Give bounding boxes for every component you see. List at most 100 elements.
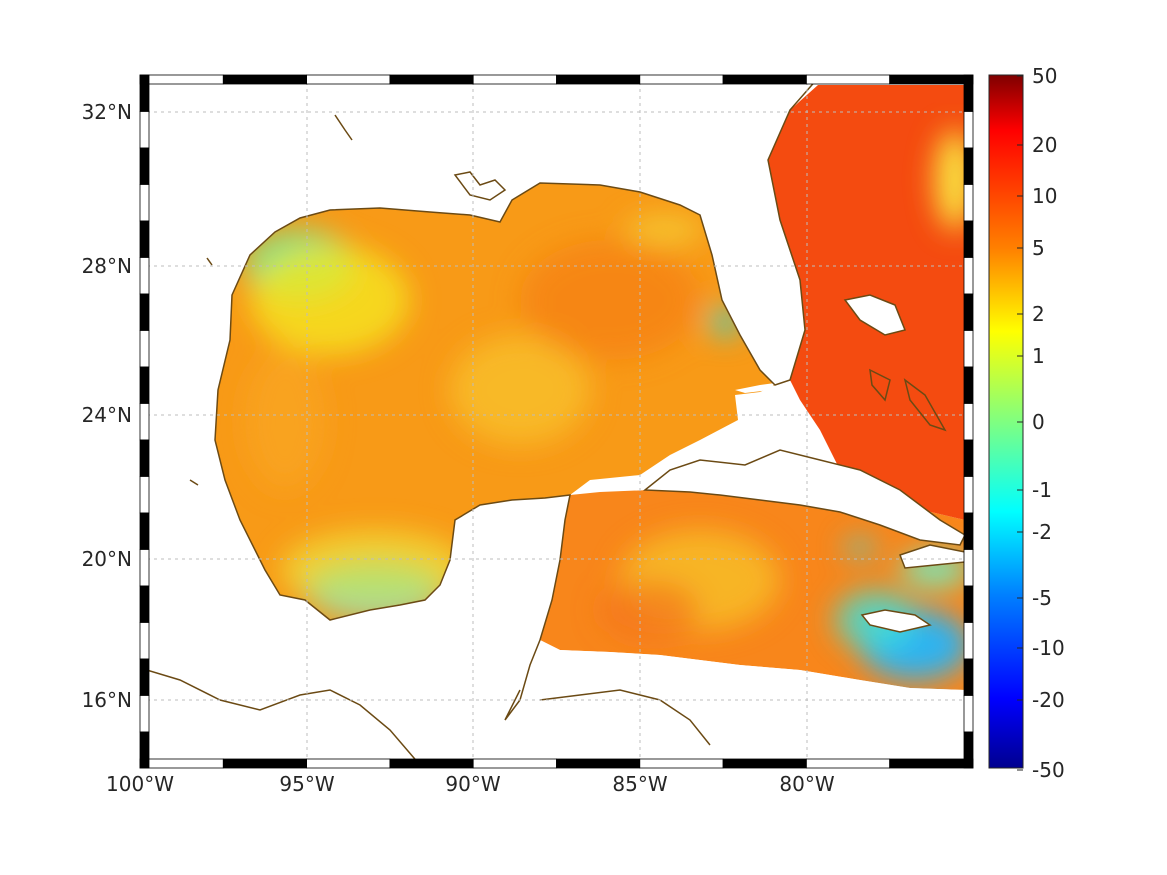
coastlines [140,77,966,766]
frame-segment-bottom [389,758,474,769]
frame-segment-bottom [639,758,724,769]
frame-segment-left [139,257,150,295]
colorbar-tick-label: 1 [1032,344,1045,368]
lon-tick-labels: 100°W 95°W 90°W 85°W 80°W [106,772,835,796]
frame-segment-bottom [306,758,391,769]
land-bahamas [845,295,905,335]
frame-segment-left [139,184,150,222]
frame-segment-top [139,74,224,85]
land-cuba [645,450,965,545]
map-panel: 32°N 28°N 24°N 20°N 16°N 100°W 95°W 90°W… [82,74,974,796]
frame-segment-left [139,549,150,587]
lat-tick-label: 24°N [82,403,132,427]
lon-tick-label: 90°W [445,772,500,796]
land-north-america [140,75,973,768]
frame-segment-bottom [139,758,224,769]
frame-segment-right [963,184,974,222]
frame-segment-left [139,658,150,696]
frame-segment-top [306,74,391,85]
frame-segment-top [389,74,474,85]
anomaly-caribbean-orange [600,580,700,640]
frame-segment-right [963,293,974,331]
frame-segment-right [963,695,974,733]
colorbar-tick-label: 50 [1032,64,1057,88]
anomaly-atlantic-east [935,130,973,230]
frame-segment-left [139,147,150,185]
anomaly-bay-of-campeche-yellow [280,530,470,610]
frame-segment-left [139,622,150,660]
colorbar-tick-label: 10 [1032,184,1057,208]
frame-segment-top [472,74,557,85]
colorbar-tick-label: -2 [1032,520,1052,544]
frame-segment-left [139,731,150,769]
frame-segment-top [222,74,308,85]
frame-segment-top [889,74,974,85]
frame-segment-right [963,731,974,769]
frame-segment-bottom [722,758,807,769]
lon-tick-label: 100°W [106,772,174,796]
frame-segment-top [722,74,807,85]
colorbar-tick-label: -5 [1032,586,1052,610]
land-hispaniola [900,545,965,568]
frame-segment-top [639,74,724,85]
map-frame [139,74,974,769]
frame-segment-bottom [889,758,974,769]
lon-tick-label: 85°W [612,772,667,796]
anomaly-central-gulf [450,335,590,445]
frame-segment-right [963,111,974,149]
frame-segment-left [139,220,150,258]
lat-tick-label: 20°N [82,547,132,571]
frame-segment-top [806,74,891,85]
frame-segment-right [963,622,974,660]
coastline-jamaica [860,609,932,633]
frame-segment-left [139,330,150,368]
frame-segment-right [963,257,974,295]
colorbar-tick-label: 5 [1032,236,1045,260]
lon-tick-label: 80°W [779,772,834,796]
frame-segment-bottom [556,758,641,769]
frame-segment-right [963,549,974,587]
frame-segment-bottom [222,758,308,769]
colorbar-tick-label: -50 [1032,758,1065,782]
anomaly-cuba-south [845,540,875,556]
frame-segment-top [556,74,641,85]
frame-segment-left [139,293,150,331]
frame-segment-left [139,439,150,477]
frame-segment-right [963,512,974,550]
frame-segment-left [139,585,150,623]
coastline-central-america [140,667,711,766]
frame-segment-left [139,403,150,441]
colorbar-tick-label: -20 [1032,688,1065,712]
land-mask [140,75,973,768]
frame-segment-right [963,220,974,258]
map-grid [140,75,973,768]
colorbar-tick-label: -1 [1032,478,1052,502]
frame-segment-right [963,439,974,477]
colorbar-tick-label: -10 [1032,636,1065,660]
lat-tick-label: 28°N [82,254,132,278]
frame-segment-right [963,403,974,441]
lat-tick-labels: 32°N 28°N 24°N 20°N 16°N [82,100,132,712]
anomaly-nw-gulf-yellow [250,245,410,355]
frame-segment-right [963,366,974,404]
colorbar-tick-label: 2 [1032,302,1045,326]
colorbar-tick-label: 0 [1032,410,1045,434]
anomaly-panhandle [625,216,705,244]
coastline-texas-bays [189,114,353,486]
frame-segment-bottom [472,758,557,769]
frame-segment-right [963,476,974,514]
frame-segment-right [963,658,974,696]
frame-segment-right [963,147,974,185]
frame-segment-left [139,74,150,112]
coastline-gulf [214,77,819,721]
frame-segment-right [963,74,974,112]
anomaly-west-gulf [245,350,325,490]
land-florida-keys [735,383,775,393]
colorbar-tick-label: 20 [1032,133,1057,157]
frame-segment-right [963,585,974,623]
anomaly-central-gulf-east [520,240,700,360]
frame-segment-right [963,330,974,368]
frame-segment-left [139,476,150,514]
